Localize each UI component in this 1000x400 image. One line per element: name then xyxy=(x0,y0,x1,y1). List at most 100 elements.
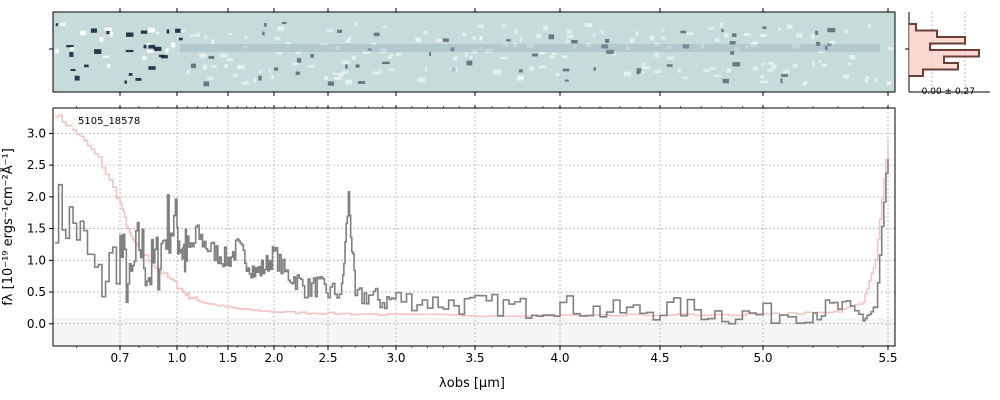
trace-pixel xyxy=(145,43,152,47)
trace-pixel xyxy=(804,81,808,85)
trace-pixel xyxy=(104,27,113,32)
trace-pixel xyxy=(812,61,815,66)
trace-pixel xyxy=(722,78,730,84)
trace-pixel xyxy=(549,55,555,59)
x-tick-label: 1.0 xyxy=(167,351,186,365)
trace-pixel xyxy=(148,66,156,70)
profile-outline xyxy=(909,23,980,77)
trace-pixel xyxy=(680,30,687,34)
trace-pixel xyxy=(165,48,169,53)
y-tick-label: 1.0 xyxy=(27,253,46,267)
trace-pixel xyxy=(760,75,765,79)
trace-pixel xyxy=(142,56,147,60)
trace-pixel xyxy=(334,77,343,80)
error-line xyxy=(55,114,889,318)
trace-pixel xyxy=(781,74,788,77)
profile-bin xyxy=(909,69,923,76)
trace-pixel xyxy=(199,53,207,58)
trace-pixel xyxy=(389,54,394,57)
trace-pixel xyxy=(147,49,155,53)
trace-pixel xyxy=(654,52,659,58)
y-tick-label: 1.5 xyxy=(27,222,46,236)
trace-pixel xyxy=(760,34,768,38)
trace-pixel xyxy=(734,47,740,52)
plot-area xyxy=(53,108,895,346)
trace-pixel xyxy=(847,62,853,65)
trace-pixel xyxy=(387,56,392,59)
trace-pixel xyxy=(666,56,674,60)
trace-pixel xyxy=(380,48,387,54)
trace-pixel xyxy=(714,38,719,42)
trace-pixel xyxy=(143,44,147,49)
trace-pixel xyxy=(228,32,233,36)
trace-band xyxy=(180,44,880,52)
profile-bin xyxy=(909,30,937,37)
profile-histogram-panel: -0.00 ± 0.27 xyxy=(905,12,990,97)
trace-pixel xyxy=(629,38,635,44)
trace-pixel xyxy=(635,31,639,36)
trace-pixel xyxy=(345,64,348,69)
trace-pixel xyxy=(573,44,577,49)
trace-pixel xyxy=(592,33,596,37)
trace-pixel xyxy=(760,80,768,84)
trace-pixel xyxy=(379,69,382,74)
trace-pixel xyxy=(518,75,525,80)
trace-pixel xyxy=(191,63,197,69)
trace-pixel xyxy=(827,43,832,46)
y-tick-label: 0.5 xyxy=(27,285,46,299)
trace-pixel xyxy=(338,72,344,78)
trace-pixel xyxy=(320,43,328,46)
flux-line xyxy=(55,158,889,325)
y-tick-label: 2.0 xyxy=(27,190,46,204)
profile-annotation: -0.00 ± 0.27 xyxy=(918,87,975,97)
trace-pixel xyxy=(295,71,300,76)
two-d-spectrum-frame xyxy=(52,11,896,93)
trace-pixel xyxy=(817,50,825,54)
two-d-spectrum-trace xyxy=(55,22,894,87)
trace-pixel xyxy=(362,50,371,54)
trace-pixel xyxy=(654,70,662,73)
trace-pixel xyxy=(687,32,693,36)
trace-pixel xyxy=(128,73,133,76)
trace-pixel xyxy=(661,36,666,40)
y-axis-label: fλ [10⁻¹⁹ ergs⁻¹cm⁻²Å⁻¹] xyxy=(0,148,16,306)
y-tick-label: 0.0 xyxy=(27,317,46,331)
trace-pixel xyxy=(864,79,869,83)
x-tick-label: 4.5 xyxy=(650,351,669,365)
plot-frame xyxy=(52,107,896,347)
x-tick-label: 1.5 xyxy=(218,351,237,365)
trace-pixel xyxy=(190,34,196,37)
trace-pixel xyxy=(281,22,287,25)
trace-pixel xyxy=(262,31,265,36)
trace-pixel xyxy=(55,23,58,27)
trace-pixel xyxy=(99,37,104,42)
trace-pixel xyxy=(79,30,86,36)
trace-pixel xyxy=(654,42,660,47)
trace-pixel xyxy=(768,61,774,65)
trace-pixel xyxy=(627,47,631,50)
trace-pixel xyxy=(601,44,609,49)
trace-pixel xyxy=(636,72,640,75)
trace-pixel xyxy=(606,49,615,54)
trace-pixel xyxy=(285,42,292,45)
trace-pixel xyxy=(564,79,569,82)
trace-pixel xyxy=(849,54,856,60)
trace-pixel xyxy=(370,42,376,45)
trace-pixel xyxy=(353,22,357,26)
trace-pixel xyxy=(479,47,482,50)
trace-pixel xyxy=(166,29,170,34)
trace-pixel xyxy=(469,55,473,59)
x-tick-label: 5.0 xyxy=(753,351,772,365)
trace-pixel xyxy=(726,68,731,73)
trace-pixel xyxy=(160,55,168,59)
x-tick-label: 5.5 xyxy=(878,351,897,365)
trace-pixel xyxy=(372,71,380,75)
trace-pixel xyxy=(357,81,366,84)
trace-pixel xyxy=(326,29,334,33)
trace-pixel xyxy=(66,45,74,48)
trace-pixel xyxy=(536,34,542,39)
trace-pixel xyxy=(253,78,256,84)
trace-pixel xyxy=(818,60,822,63)
trace-pixel xyxy=(753,66,758,71)
